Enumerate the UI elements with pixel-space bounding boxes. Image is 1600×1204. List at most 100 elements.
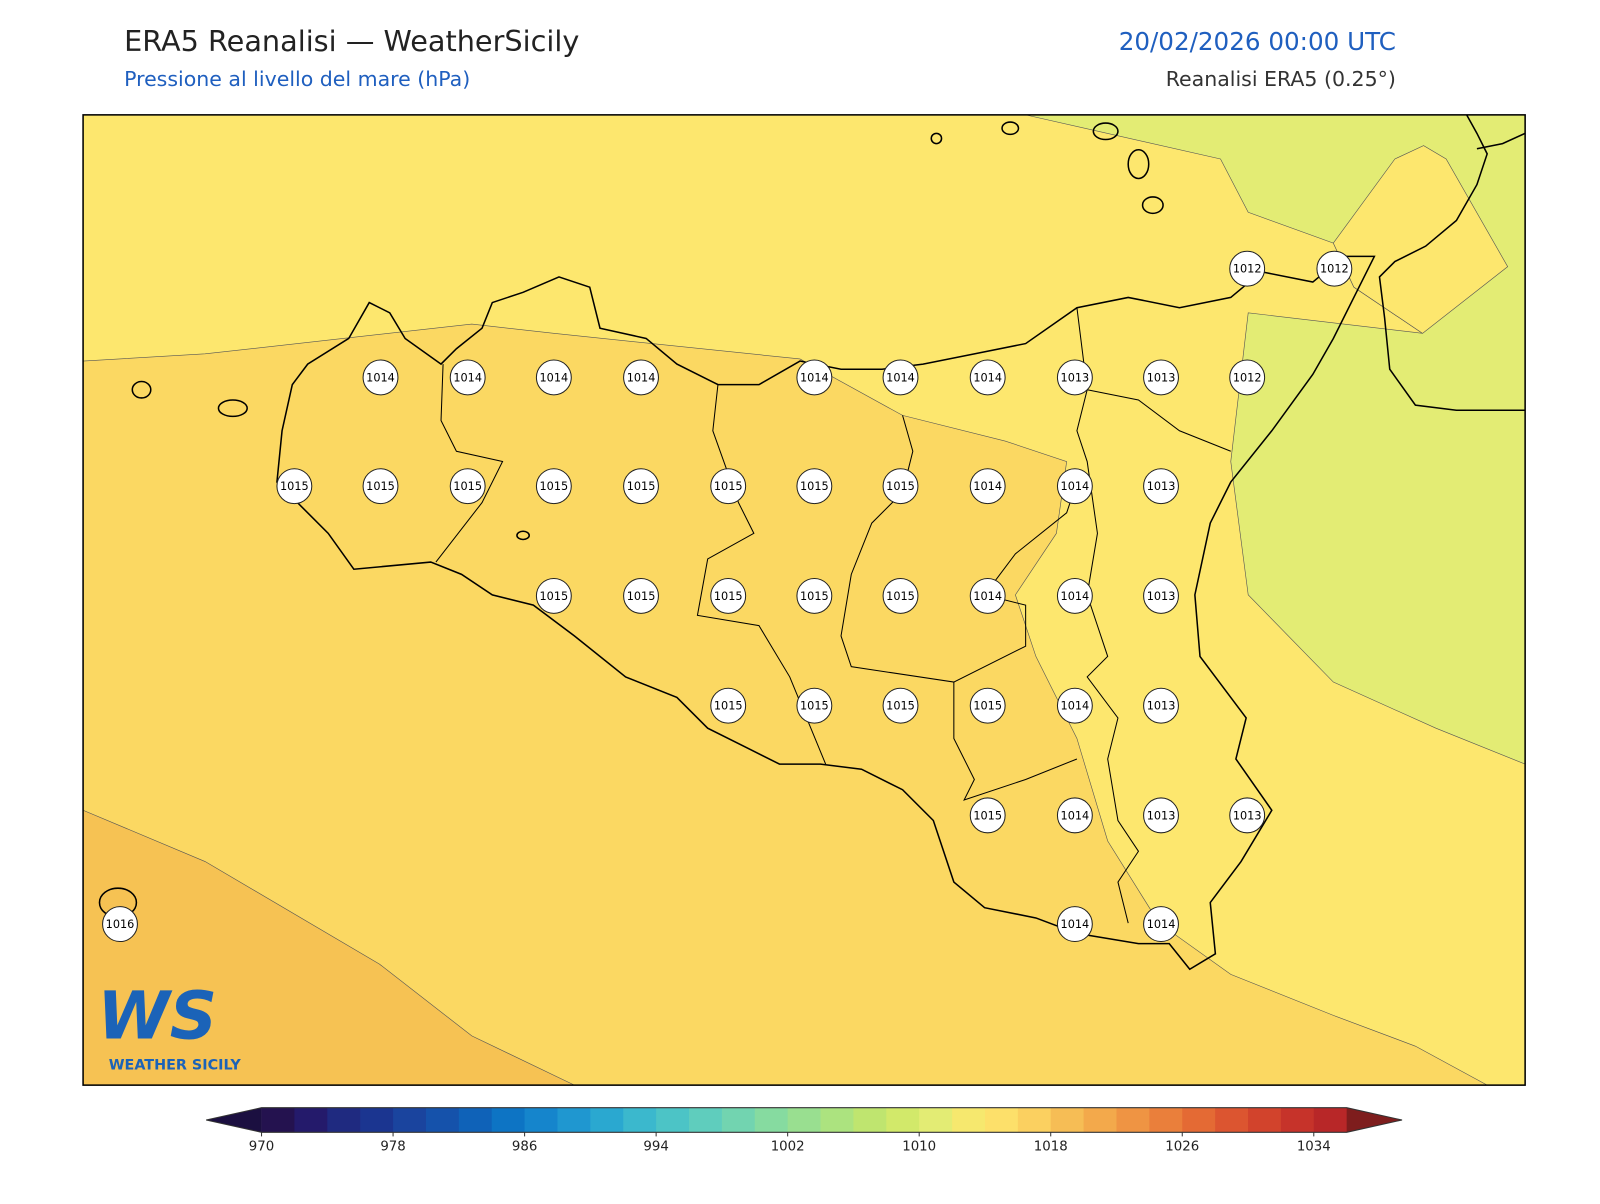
province-borders [435, 307, 1231, 924]
station-marker [1143, 906, 1179, 943]
station-marker [1229, 797, 1266, 834]
colorbar-bin [1313, 1107, 1348, 1133]
station-value: 1013 [1147, 590, 1176, 603]
station-value: 1015 [886, 700, 915, 713]
colorbar-bin [1248, 1107, 1282, 1133]
colorbar-bin [590, 1107, 624, 1133]
station-value: 1012 [1233, 371, 1262, 384]
island [1001, 121, 1020, 136]
station-marker [276, 468, 313, 505]
station-value: 1015 [800, 480, 829, 493]
station-marker [1056, 797, 1093, 834]
station-marker [1143, 577, 1179, 614]
station-marker [882, 687, 919, 724]
station-value: 1014 [800, 371, 829, 384]
station-value: 1013 [1061, 371, 1090, 384]
colorbar-bin [491, 1107, 526, 1133]
station-marker [1056, 687, 1093, 724]
colorbar-bin [458, 1107, 493, 1133]
colorbar-bin [1116, 1107, 1150, 1133]
colorbar-bin [623, 1107, 657, 1133]
station-marker [882, 577, 919, 614]
island [516, 530, 530, 541]
station-marker [535, 577, 572, 614]
calabria-north [1476, 132, 1526, 150]
station-value: 1015 [800, 590, 829, 603]
colorbar-bin [754, 1107, 789, 1133]
station-value: 1014 [1061, 480, 1090, 493]
station-value: 1014 [973, 590, 1002, 603]
station-value: 1014 [627, 371, 656, 384]
colorbar-tick-label: 970 [249, 1140, 274, 1155]
island [1092, 122, 1119, 141]
colorbar-bin [557, 1107, 591, 1133]
map-frame [82, 114, 1526, 1086]
island [1141, 196, 1164, 215]
island [217, 399, 248, 418]
datetime: 20/02/2026 00:00 UTC [1119, 27, 1396, 56]
colorbar-bin [984, 1107, 1019, 1133]
station-marker [1056, 577, 1093, 614]
station-marker [1056, 906, 1093, 943]
station-value: 1012 [1320, 263, 1349, 276]
colorbar-tick-label: 1026 [1165, 1140, 1199, 1155]
sicily [276, 255, 1376, 971]
station-marker [796, 359, 833, 396]
station-value: 1015 [886, 590, 915, 603]
island [131, 380, 152, 399]
station-value: 1015 [886, 480, 915, 493]
colorbar-bin [425, 1107, 460, 1133]
station-value: 1014 [886, 371, 915, 384]
station-value: 1013 [1147, 480, 1176, 493]
station-marker [1056, 468, 1093, 505]
colorbar-bin [886, 1107, 920, 1133]
coastline [98, 114, 1526, 971]
station-value: 1013 [1147, 371, 1176, 384]
colorbar-bin [1050, 1107, 1085, 1133]
colorbar-tick-label: 994 [643, 1140, 668, 1155]
station-marker [710, 577, 747, 614]
station-value: 1015 [714, 700, 743, 713]
station-marker [796, 468, 833, 505]
station-value: 1015 [366, 480, 395, 493]
station-value: 1015 [453, 480, 482, 493]
station-value: 1015 [800, 700, 829, 713]
station-marker [882, 359, 919, 396]
colorbar-tick-label: 986 [512, 1140, 537, 1155]
station-marker [969, 359, 1006, 396]
station-marker [623, 359, 659, 396]
source: Reanalisi ERA5 (0.25°) [1166, 67, 1396, 91]
station-marker [710, 687, 747, 724]
station-marker [1143, 468, 1179, 505]
colorbar-bin [820, 1107, 854, 1133]
colorbar-over [1346, 1107, 1403, 1133]
station-marker [449, 359, 486, 396]
colorbar-bin [360, 1107, 394, 1133]
station-marker [969, 797, 1006, 834]
station-value: 1012 [1233, 263, 1262, 276]
colorbar: 970 978 986 994 1002 1010 1018 1026 1034 [206, 1107, 1403, 1155]
station-marker [1056, 359, 1093, 396]
colorbar-bin [393, 1107, 427, 1133]
station-value: 1015 [540, 590, 569, 603]
station-value: 1014 [1061, 918, 1090, 931]
colorbar-bin [524, 1107, 558, 1133]
station-marker [623, 577, 659, 614]
station-marker [1229, 359, 1266, 396]
station-value: 1015 [627, 480, 656, 493]
colorbar-tick-label: 1010 [902, 1140, 936, 1155]
station-value: 1015 [714, 590, 743, 603]
colorbar-bin [1215, 1107, 1249, 1133]
station-value: 1015 [973, 809, 1002, 822]
colorbar-bin [787, 1107, 822, 1133]
subtitle: Pressione al livello del mare (hPa) [124, 67, 470, 91]
station-marker [1143, 687, 1179, 724]
logo-name: WEATHER SICILY [109, 1058, 242, 1074]
station-marker [1316, 250, 1353, 287]
colorbar-bin [656, 1107, 690, 1133]
station-value: 1013 [1147, 700, 1176, 713]
stations: 1012 1012 1014 1014 1014 1014 1014 1014 1014 1013… [102, 250, 1353, 943]
station-marker [882, 468, 919, 505]
field-1012-pocket [1332, 145, 1509, 334]
station-marker [969, 687, 1006, 724]
